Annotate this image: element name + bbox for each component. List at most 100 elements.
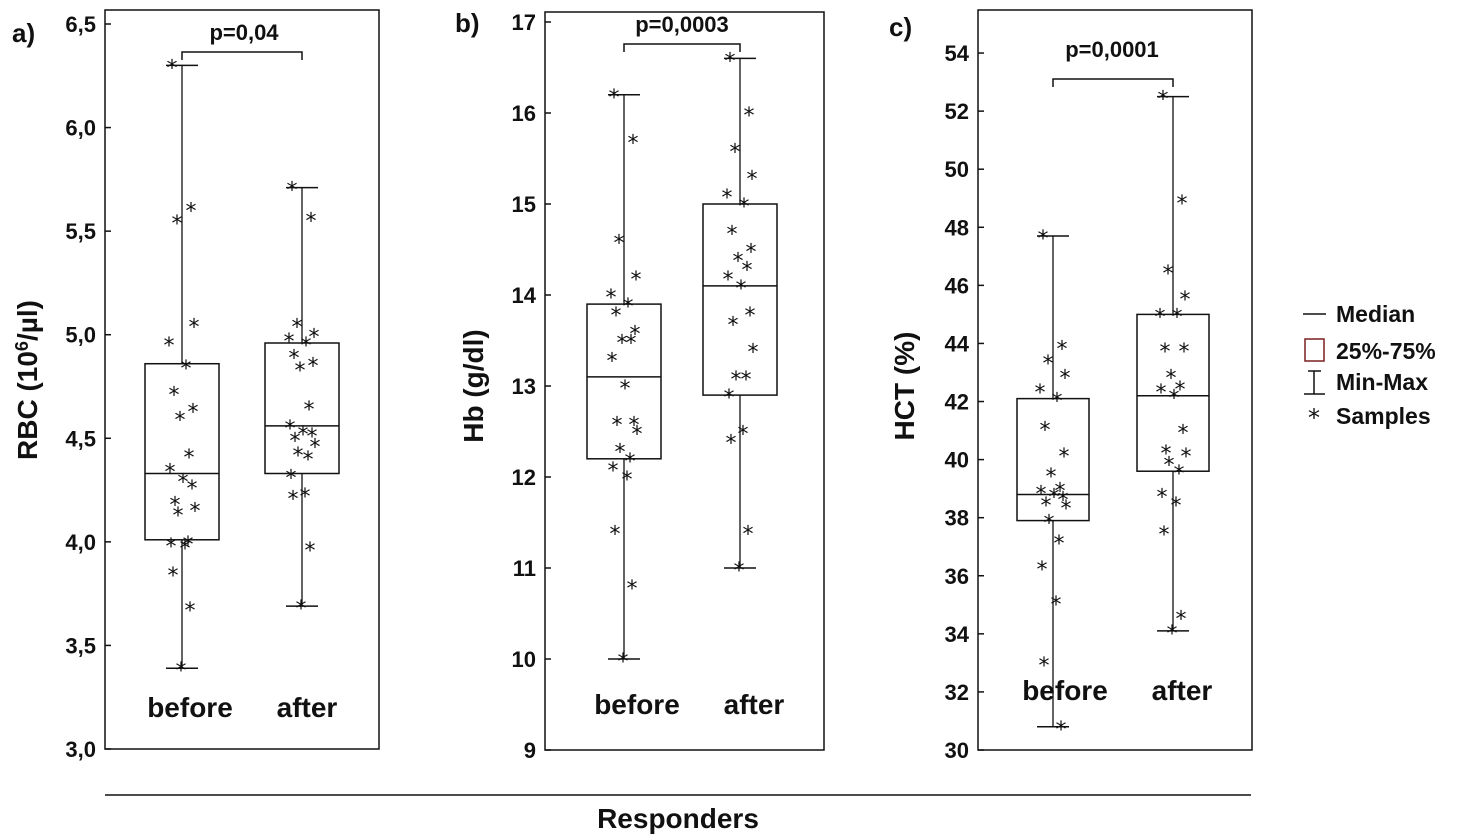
sample-point: *: [629, 413, 640, 438]
sample-point: *: [1054, 532, 1065, 557]
sample-point: *: [172, 212, 183, 237]
y-tick-label: 14: [512, 283, 537, 308]
sample-point: *: [189, 315, 200, 340]
sample-point: *: [295, 359, 306, 384]
sample-point: *: [184, 446, 195, 471]
sample-point: *: [300, 485, 311, 510]
sample-point: *: [628, 131, 639, 156]
y-tick-label: 30: [945, 738, 969, 763]
sample-point: *: [739, 195, 750, 220]
iqr-box: [1016, 397, 1090, 522]
y-tick-label: 34: [945, 622, 970, 647]
y-tick-label: 12: [512, 465, 536, 490]
sample-point: *: [609, 86, 620, 111]
sample-point: *: [298, 423, 309, 448]
sample-point: *: [742, 259, 753, 284]
iqr-box: [264, 342, 340, 475]
legend: Median 25%-75% Min-Max * Samples: [1303, 301, 1436, 432]
sample-point: *: [169, 384, 180, 409]
sample-point: *: [307, 425, 318, 450]
sample-point: *: [301, 334, 312, 359]
sample-point: *: [304, 398, 315, 423]
legend-label-box: 25%-75%: [1336, 338, 1436, 364]
boxes: ****************************************…: [586, 49, 778, 675]
sample-point: *: [168, 564, 179, 589]
y-tick-label: 3,0: [65, 737, 96, 762]
sample-point: *: [1036, 483, 1047, 508]
legend-label-whisker: Min-Max: [1336, 369, 1428, 395]
sample-point: *: [1038, 227, 1049, 252]
sample-point: *: [166, 535, 177, 560]
box-before: [586, 94, 662, 660]
sample-point: *: [728, 313, 739, 338]
category-label-before: before: [594, 689, 680, 720]
sample-point: *: [1175, 378, 1186, 403]
sample-point: *: [627, 577, 638, 602]
sample-point: *: [1166, 366, 1177, 391]
y-tick-label: 10: [512, 647, 536, 672]
plot-frame: [104, 9, 380, 750]
sample-point: *: [1179, 340, 1190, 365]
sample-point: *: [734, 559, 745, 584]
sample-point: *: [1058, 488, 1069, 513]
sample-point: *: [614, 231, 625, 256]
whisker-legend-icon: [1304, 370, 1325, 395]
category-label-before: before: [1022, 675, 1108, 706]
sample-point: *: [292, 315, 303, 340]
sample-point: *: [1052, 390, 1063, 415]
y-tick-label: 4,5: [65, 426, 96, 451]
sample-point: *: [625, 450, 636, 475]
sample-point: *: [176, 659, 187, 684]
sample-point: *: [617, 332, 628, 357]
sample-point: *: [1039, 654, 1050, 679]
plot-frame: [544, 11, 825, 751]
legend-label-samples: Samples: [1336, 403, 1431, 429]
sample-point: *: [286, 467, 297, 492]
box-after: [702, 57, 778, 569]
y-tick-label: 48: [945, 215, 969, 240]
y-tick-label: 17: [512, 10, 536, 35]
significance-annotation: p=0,04: [209, 20, 279, 45]
y-tick-label: 5,5: [65, 219, 96, 244]
sample-point: *: [167, 56, 178, 81]
sample-point: *: [178, 471, 189, 496]
sample-point: *: [731, 368, 742, 393]
sample-point: *: [175, 409, 186, 434]
sample-point: *: [173, 504, 184, 529]
y-tick-label: 9: [524, 738, 536, 763]
y-ticks: 3,0 3,5 4,0 4,5 5,0 5,5 6,0 6,5: [65, 12, 111, 762]
sample-point: *: [1055, 480, 1066, 505]
sample-point: *: [1056, 718, 1067, 743]
sample-point: *: [185, 599, 196, 624]
y-tick-label: 36: [945, 564, 969, 589]
iqr-box: [144, 362, 220, 541]
y-axis-label: Hb (g/dl): [458, 329, 489, 443]
y-tick-label: 44: [945, 331, 970, 356]
sample-point: *: [726, 432, 737, 457]
sample-point: *: [733, 250, 744, 275]
sample-point: *: [1061, 497, 1072, 522]
boxes: ****************************************…: [144, 56, 340, 684]
sample-legend-icon: *: [1308, 404, 1320, 432]
sample-point: *: [1160, 340, 1171, 365]
category-label-after: after: [277, 692, 338, 723]
sample-point: *: [746, 241, 757, 266]
sample-point: *: [632, 423, 643, 448]
sample-point: *: [170, 494, 181, 519]
y-tick-label: 5,0: [65, 323, 96, 348]
y-ticks: 30 32 34 36 38 40 42 44 46 48 50 52 54: [945, 41, 984, 763]
sample-point: *: [289, 346, 300, 371]
sample-point: *: [1176, 607, 1187, 632]
y-tick-label: 42: [945, 390, 969, 415]
sample-point: *: [1059, 445, 1070, 470]
sample-point: *: [303, 448, 314, 473]
iqr-box: [1136, 313, 1210, 472]
sample-point: *: [310, 436, 321, 461]
sample-point: *: [748, 341, 759, 366]
sample-point: *: [164, 334, 175, 359]
significance-bracket: [623, 43, 741, 52]
sample-point: *: [722, 186, 733, 211]
sample-point: *: [626, 332, 637, 357]
